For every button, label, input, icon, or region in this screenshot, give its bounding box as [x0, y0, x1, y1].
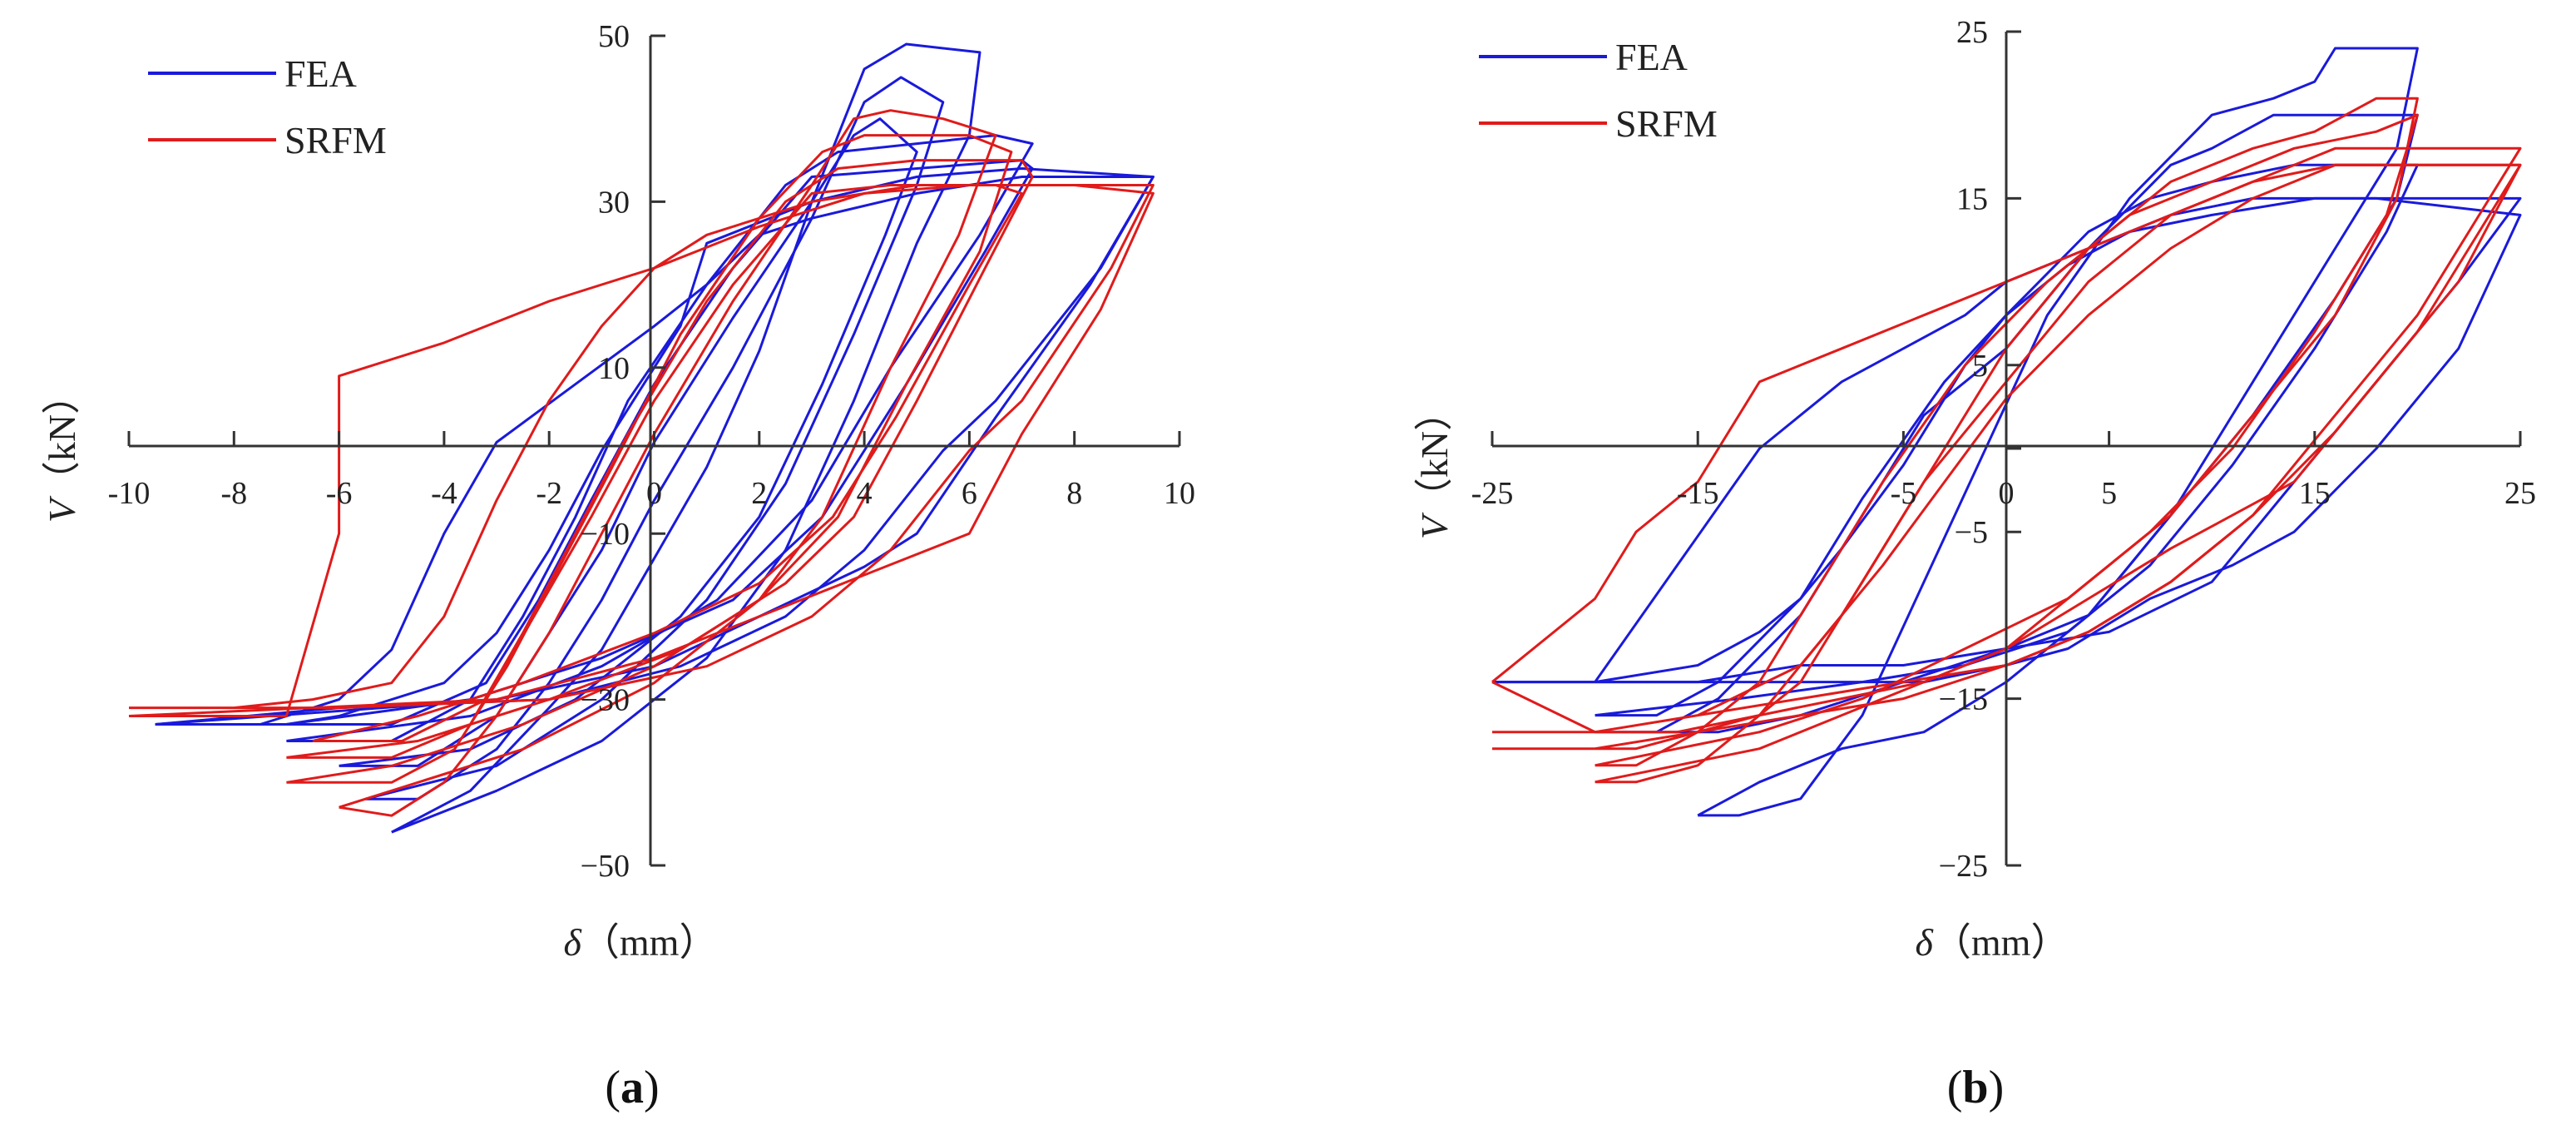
hysteresis-loop-fea [391, 42, 981, 834]
x-tick-label: 6 [962, 476, 977, 511]
hysteresis-loop-srfm [1595, 113, 2419, 767]
hysteresis-loop-fea [1697, 47, 2419, 817]
y-axis-unit-b: （kN） [1413, 393, 1456, 516]
hysteresis-loop-fea [286, 159, 1034, 726]
panel-label-a: (a) [605, 1062, 659, 1113]
y-tick-label: 5 [1972, 349, 1988, 384]
hysteresis-loop-srfm [286, 159, 1034, 759]
x-tick-label: 5 [2101, 476, 2117, 511]
x-tick-label: 0 [646, 476, 662, 511]
legend-label-fea: FEA [1615, 36, 1688, 78]
y-axis-symbol-b: V [1413, 512, 1456, 539]
y-tick-label: −15 [1939, 682, 1988, 717]
hysteresis-loop-srfm [339, 109, 997, 817]
axes-a: -10 -8 -6 -4 -2 0 2 4 6 8 10 −50 −30 −10 10 30 50 [108, 19, 1195, 884]
series-layer-a [128, 42, 1155, 834]
y-tick-label: −30 [581, 683, 630, 718]
y-axis-unit-a: （kN） [41, 376, 83, 499]
y-tick-label: −50 [581, 849, 630, 884]
x-tick-label: -15 [1677, 476, 1719, 511]
x-tick-label: -8 [220, 476, 247, 511]
x-tick-label: 8 [1066, 476, 1082, 511]
x-tick-label: -10 [108, 476, 151, 511]
hysteresis-loop-fea [286, 134, 1034, 742]
y-tick-label: 10 [598, 351, 630, 386]
x-tick-label: 4 [857, 476, 873, 511]
y-tick-label: 25 [1956, 15, 1988, 50]
y-axis-title-b: V（kN） [1413, 393, 1456, 539]
x-axis-title-a: δ（mm） [564, 921, 718, 964]
y-axis-symbol-a: V [41, 495, 83, 523]
y-tick-label: 15 [1956, 181, 1988, 216]
y-tick-label: 30 [598, 185, 630, 220]
y-tick-label: 50 [598, 19, 630, 54]
axes-b: -25 -15 -5 0 5 15 25 −25 −15 −5 5 15 25 [1471, 15, 2536, 884]
series-srfm [128, 109, 1155, 817]
x-tick-label: 15 [2299, 476, 2331, 511]
x-tick-label: -5 [1891, 476, 1917, 511]
x-axis-symbol-b: δ [1916, 921, 1934, 964]
legend-label-srfm: SRFM [1615, 102, 1718, 145]
x-tick-label: 25 [2504, 476, 2536, 511]
hysteresis-loop-fea [155, 167, 1155, 726]
x-tick-label: 0 [1999, 476, 2015, 511]
legend-b: FEA SRFM [1479, 36, 1718, 145]
x-tick-label: -4 [431, 476, 457, 511]
legend-a: FEA SRFM [148, 52, 387, 161]
legend-label-fea: FEA [284, 52, 357, 95]
chart-panel-b: -25 -15 -5 0 5 15 25 −25 −15 −5 5 15 25 FEA SRFM δ（m… [1413, 15, 2536, 1113]
x-axis-unit-b: （mm） [1933, 921, 2069, 964]
legend-label-srfm: SRFM [284, 119, 387, 161]
panel-letter-a: a [621, 1062, 644, 1113]
panel-letter-b: b [1962, 1062, 1988, 1113]
x-tick-label: -6 [326, 476, 353, 511]
x-axis-unit-a: （mm） [581, 921, 718, 964]
x-tick-label: 2 [751, 476, 767, 511]
panel-label-b: (b) [1947, 1062, 2004, 1113]
series-srfm [1491, 97, 2522, 784]
x-axis-title-b: δ（mm） [1916, 921, 2069, 964]
hysteresis-loop-srfm [128, 184, 1155, 717]
y-tick-label: −5 [1955, 515, 1988, 550]
x-axis-symbol-a: δ [564, 921, 582, 964]
y-tick-label: −25 [1939, 849, 1988, 884]
series-layer-b [1491, 47, 2522, 817]
y-tick-label: −10 [581, 517, 630, 552]
hysteresis-loop-fea [155, 176, 1155, 726]
hysteresis-loop-srfm [1491, 163, 2522, 734]
chart-panel-a: -10 -8 -6 -4 -2 0 2 4 6 8 10 −50 −30 −10 10 30 50 FEA SR… [41, 19, 1195, 1113]
x-tick-label: 10 [1164, 476, 1195, 511]
y-axis-title-a: V（kN） [41, 376, 83, 523]
x-tick-label: -2 [536, 476, 562, 511]
x-tick-label: -25 [1471, 476, 1514, 511]
